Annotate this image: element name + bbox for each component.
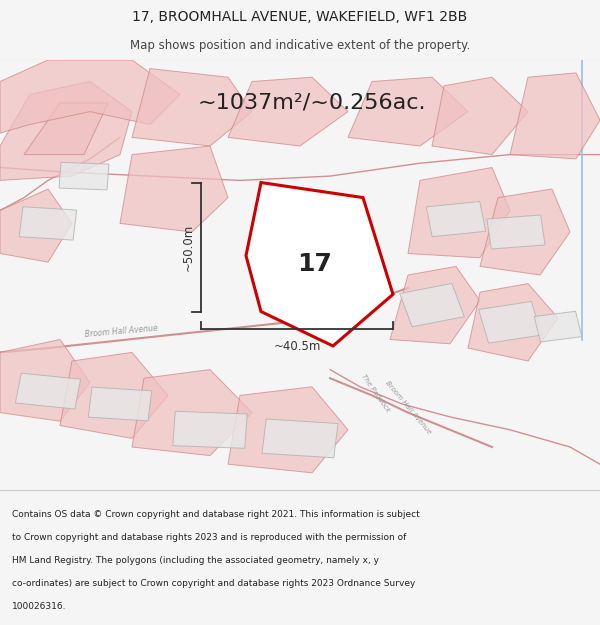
Polygon shape (132, 369, 252, 456)
Polygon shape (510, 73, 600, 159)
Polygon shape (390, 266, 480, 344)
Polygon shape (400, 284, 464, 327)
Polygon shape (132, 69, 252, 146)
Text: 17: 17 (298, 253, 332, 276)
Text: 17, BROOMHALL AVENUE, WAKEFIELD, WF1 2BB: 17, BROOMHALL AVENUE, WAKEFIELD, WF1 2BB (133, 10, 467, 24)
Polygon shape (228, 387, 348, 472)
Polygon shape (480, 189, 570, 275)
Text: The Paddock: The Paddock (360, 373, 391, 414)
Text: 100026316.: 100026316. (12, 602, 67, 611)
Polygon shape (487, 215, 545, 249)
Polygon shape (19, 207, 77, 240)
Polygon shape (228, 78, 348, 146)
Polygon shape (534, 311, 582, 342)
Polygon shape (246, 182, 393, 346)
Text: co-ordinates) are subject to Crown copyright and database rights 2023 Ordnance S: co-ordinates) are subject to Crown copyr… (12, 579, 415, 588)
Polygon shape (120, 146, 228, 232)
Polygon shape (16, 373, 80, 409)
Polygon shape (468, 284, 558, 361)
Polygon shape (432, 78, 528, 154)
Polygon shape (427, 201, 485, 237)
Polygon shape (348, 78, 468, 146)
Polygon shape (0, 81, 132, 181)
Text: ~1037m²/~0.256ac.: ~1037m²/~0.256ac. (198, 93, 426, 113)
Polygon shape (24, 103, 108, 154)
Text: Broom Hall Avenue: Broom Hall Avenue (384, 379, 432, 435)
Text: HM Land Registry. The polygons (including the associated geometry, namely x, y: HM Land Registry. The polygons (includin… (12, 556, 379, 565)
Polygon shape (408, 168, 510, 258)
Polygon shape (0, 189, 72, 262)
Polygon shape (0, 339, 90, 421)
Polygon shape (479, 301, 541, 343)
Polygon shape (88, 387, 152, 421)
Text: ~50.0m: ~50.0m (181, 223, 194, 271)
Polygon shape (60, 352, 168, 438)
Polygon shape (262, 419, 338, 457)
Polygon shape (0, 60, 180, 133)
Polygon shape (173, 411, 247, 448)
Text: ~40.5m: ~40.5m (274, 339, 320, 352)
Text: Map shows position and indicative extent of the property.: Map shows position and indicative extent… (130, 39, 470, 51)
Polygon shape (59, 162, 109, 190)
Text: to Crown copyright and database rights 2023 and is reproduced with the permissio: to Crown copyright and database rights 2… (12, 533, 406, 542)
Text: Contains OS data © Crown copyright and database right 2021. This information is : Contains OS data © Crown copyright and d… (12, 510, 420, 519)
Text: Broom Hall Avenue: Broom Hall Avenue (84, 324, 158, 339)
